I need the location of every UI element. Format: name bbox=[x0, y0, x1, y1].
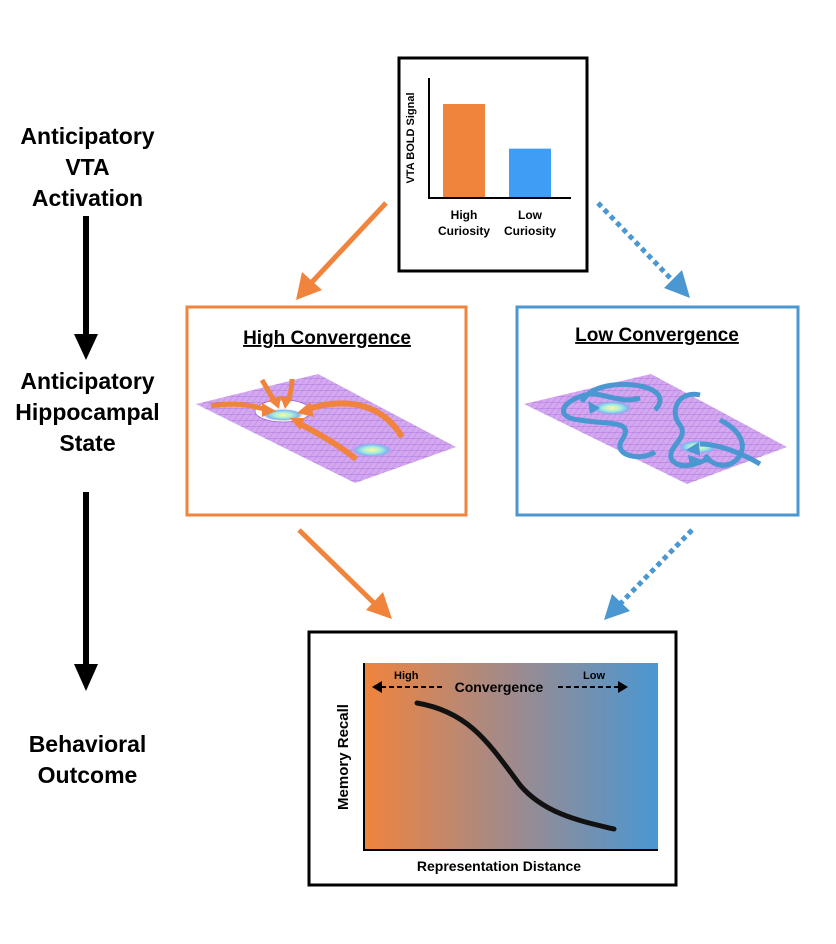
outcome-gradient-background bbox=[364, 663, 658, 850]
stage-label-line: Behavioral bbox=[28, 731, 147, 757]
convergence-label: Convergence bbox=[455, 679, 544, 695]
convergence-high-label: High bbox=[394, 670, 419, 682]
stage-label-behavioral-outcome: Behavioral Outcome bbox=[0, 729, 175, 791]
stage-label-line: Anticipatory bbox=[20, 368, 155, 394]
memory-recall-curve bbox=[414, 700, 617, 832]
arrow-high-to-outcome bbox=[297, 528, 392, 619]
bar-chart-axes bbox=[428, 78, 571, 199]
low-landscape-grid bbox=[524, 374, 787, 484]
outcome-panel: Memory Recall Representation Distance Hi… bbox=[307, 630, 678, 887]
bar-tick-label: Curiosity bbox=[438, 224, 490, 238]
stage-label-line: Anticipatory bbox=[20, 123, 155, 149]
stage-label-line: State bbox=[59, 430, 116, 456]
bar-tick-label: High bbox=[451, 208, 478, 222]
timeline-arrow-1 bbox=[74, 216, 98, 360]
convergence-left-arrow bbox=[372, 681, 442, 693]
timeline-arrow-2 bbox=[74, 492, 98, 691]
high-convergence-flow-arrows bbox=[210, 378, 405, 462]
low-convergence-panel: Low Convergence bbox=[515, 305, 800, 517]
bar-low-curiosity bbox=[509, 148, 551, 197]
bar-chart-frame bbox=[397, 56, 589, 273]
outcome-axes bbox=[363, 663, 658, 851]
arrow-to-high-convergence bbox=[296, 201, 388, 300]
high-landscape-grid bbox=[196, 374, 456, 483]
bar-high-curiosity bbox=[443, 104, 485, 197]
stage-label-line: Activation bbox=[31, 185, 144, 211]
bar-chart-panel: VTA BOLD Signal High Curiosity Low Curiosit… bbox=[397, 56, 589, 273]
high-convergence-title: High Convergence bbox=[243, 328, 411, 349]
convergence-low-label: Low bbox=[583, 670, 605, 682]
outcome-ylabel: Memory Recall bbox=[335, 704, 352, 810]
stage-label-vta-activation: Anticipatory VTA Activation bbox=[0, 121, 175, 214]
low-convergence-title: Low Convergence bbox=[575, 325, 739, 346]
low-well-left bbox=[592, 401, 632, 415]
stage-label-line: VTA bbox=[65, 154, 110, 180]
low-convergence-flow-arrows bbox=[561, 381, 762, 469]
stage-label-hippocampal-state: Anticipatory Hippocampal State bbox=[0, 366, 175, 459]
outcome-xlabel: Representation Distance bbox=[417, 858, 581, 874]
high-convergence-panel: High Convergence bbox=[185, 305, 468, 517]
arrow-to-low-convergence bbox=[596, 201, 690, 298]
stage-label-line: Hippocampal bbox=[15, 399, 160, 425]
stage-label-line: Outcome bbox=[37, 762, 138, 788]
bar-tick-label: Low bbox=[518, 208, 543, 222]
bar-tick-label: Curiosity bbox=[504, 224, 556, 238]
bar-chart-ylabel: VTA BOLD Signal bbox=[405, 92, 417, 183]
convergence-right-arrow bbox=[558, 681, 628, 693]
arrow-low-to-outcome bbox=[604, 528, 694, 620]
bar-series: High Curiosity Low Curiosity bbox=[438, 104, 556, 238]
high-shallow-well bbox=[352, 443, 392, 457]
